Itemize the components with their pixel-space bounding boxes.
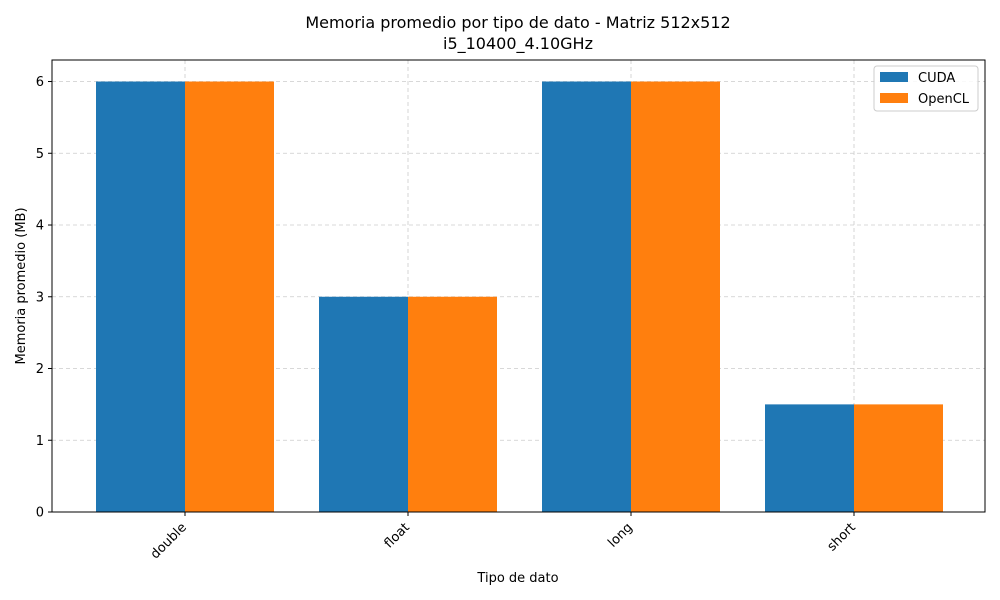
chart-title: Memoria promedio por tipo de dato - Matr… <box>305 13 730 32</box>
bar-opencl-long <box>631 81 720 513</box>
legend-label-cuda: CUDA <box>918 71 955 86</box>
bar-cuda-double <box>96 81 185 513</box>
y-axis-label: Memoria promedio (MB) <box>14 207 29 364</box>
y-tick-label: 0 <box>36 506 44 521</box>
x-axis-label: Tipo de dato <box>476 571 558 586</box>
y-tick-label: 5 <box>36 147 44 162</box>
bar-opencl-double <box>185 81 274 513</box>
bar-cuda-long <box>542 81 631 513</box>
y-tick-label: 6 <box>36 75 44 90</box>
legend-swatch-opencl <box>880 93 908 103</box>
x-tick-label-float: float <box>382 520 413 551</box>
x-tick-label-double: double <box>148 520 190 562</box>
y-axis-ticks: 0 1 2 3 4 5 6 <box>36 75 52 521</box>
legend-label-opencl: OpenCL <box>918 92 970 107</box>
legend-swatch-cuda <box>880 72 908 82</box>
bars <box>96 81 943 513</box>
legend: CUDA OpenCL <box>873 65 979 112</box>
bar-opencl-float <box>408 296 497 512</box>
y-tick-label: 3 <box>36 290 44 305</box>
bar-cuda-short <box>765 404 854 512</box>
y-tick-label: 2 <box>36 362 44 377</box>
plot-frame <box>51 59 986 513</box>
chart-subtitle: i5_10400_4.10GHz <box>443 34 593 54</box>
bar-cuda-float <box>319 296 408 512</box>
y-tick-label: 4 <box>36 219 44 234</box>
x-tick-label-short: short <box>825 520 859 554</box>
bar-opencl-short <box>854 404 943 512</box>
y-tick-label: 1 <box>36 434 44 449</box>
x-axis-ticks: double float long short <box>148 512 859 562</box>
x-tick-label-long: long <box>605 520 635 550</box>
